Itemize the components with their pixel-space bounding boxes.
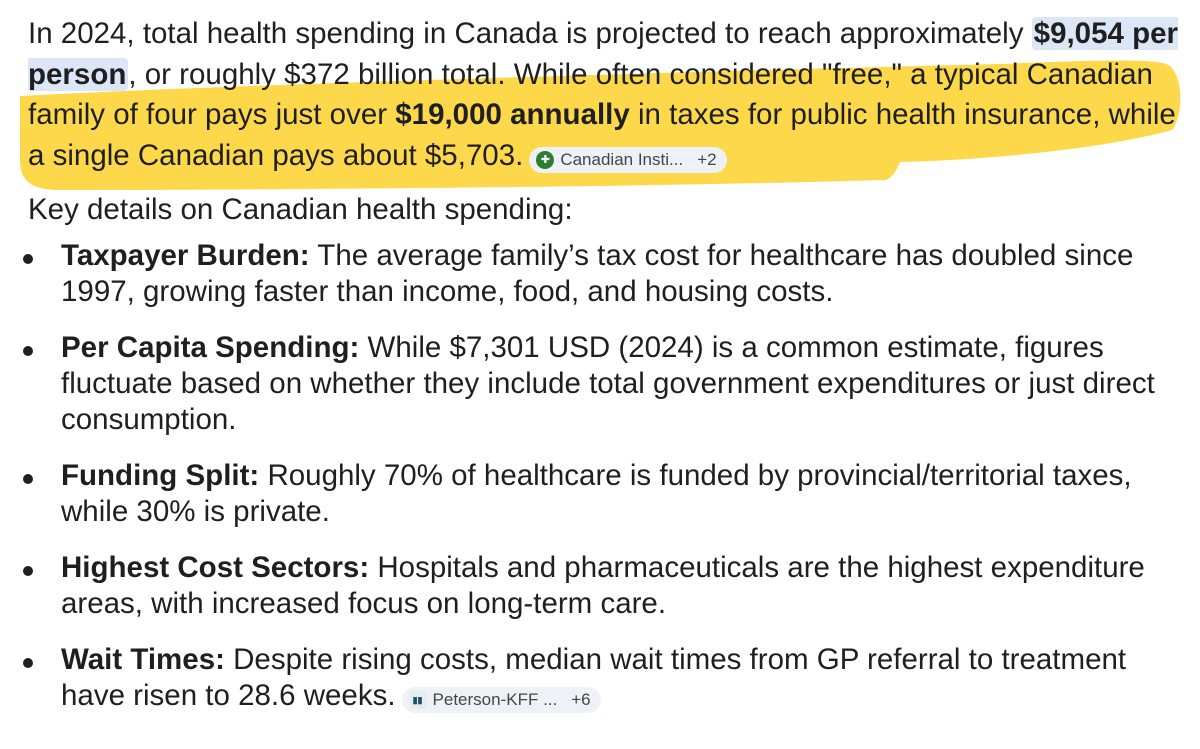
intro-text-1: In 2024, total health spending in Canada… — [28, 17, 1032, 50]
bullet-icon — [23, 254, 33, 264]
peterson-kff-favicon-icon: ▮▮ — [408, 691, 427, 709]
intro-paragraph: In 2024, total health spending in Canada… — [28, 14, 1194, 176]
source-chip-label: Canadian Insti... — [560, 149, 684, 169]
source-chip-more: +6 — [571, 690, 591, 709]
list-item-term: Wait Times: — [61, 643, 225, 676]
source-chip-more: +2 — [697, 149, 717, 169]
family-annual-amount: $19,000 annually — [395, 98, 630, 131]
bullet-icon — [23, 346, 33, 356]
cihi-favicon-icon: ✚ — [536, 150, 555, 169]
list-item-text: While $7,301 USD (2024) is a common esti… — [61, 331, 1155, 436]
source-chip-peterson-kff[interactable]: ▮▮ Peterson-KFF ... +6 — [401, 687, 601, 713]
list-item-text: Despite rising costs, median wait times … — [61, 643, 1127, 712]
list-item: Wait Times: Despite rising costs, median… — [23, 642, 1194, 714]
list-item: Highest Cost Sectors: Hospitals and phar… — [23, 550, 1194, 622]
bullet-icon — [23, 658, 33, 668]
list-item: Funding Split: Roughly 70% of healthcare… — [23, 458, 1194, 530]
bullet-icon — [23, 566, 33, 576]
list-item: Taxpayer Burden: The average family’s ta… — [23, 238, 1194, 310]
source-chip-cihi[interactable]: ✚ Canadian Insti... +2 — [529, 146, 727, 173]
list-item-text: The average family’s tax cost for health… — [61, 239, 1134, 308]
list-item-term: Highest Cost Sectors: — [61, 551, 370, 584]
source-chip-label: Peterson-KFF ... — [432, 690, 558, 709]
list-item-term: Funding Split: — [61, 459, 260, 492]
list-item-text: Hospitals and pharmaceuticals are the hi… — [61, 551, 1145, 620]
list-item: Per Capita Spending: While $7,301 USD (2… — [23, 330, 1194, 438]
bullet-icon — [23, 474, 33, 484]
answer-content: In 2024, total health spending in Canada… — [23, 14, 1194, 734]
details-list: Taxpayer Burden: The average family’s ta… — [23, 238, 1194, 714]
list-item-term: Taxpayer Burden: — [61, 239, 310, 272]
list-item-text: Roughly 70% of healthcare is funded by p… — [61, 459, 1132, 528]
list-item-term: Per Capita Spending: — [61, 331, 360, 364]
section-title: Key details on Canadian health spending: — [28, 193, 573, 226]
